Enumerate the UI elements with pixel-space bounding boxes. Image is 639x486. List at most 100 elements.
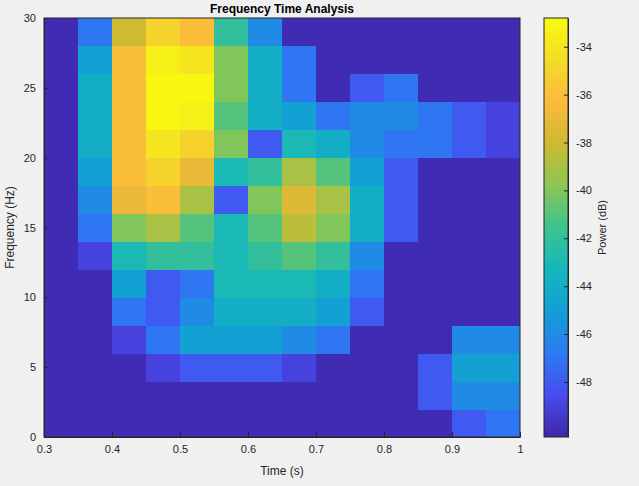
- tick-label: 0.4: [105, 443, 120, 455]
- tick-mark: [180, 432, 181, 437]
- tick-label: 0.7: [309, 443, 324, 455]
- cell: [486, 158, 520, 186]
- cell: [486, 186, 520, 214]
- cell: [384, 130, 419, 158]
- cell: [180, 297, 215, 325]
- cell: [78, 353, 113, 381]
- tick-mark: [452, 432, 453, 437]
- cell: [384, 241, 419, 269]
- cell: [112, 18, 147, 46]
- cell: [282, 325, 317, 353]
- tick: 5: [30, 361, 49, 373]
- cell: [248, 241, 283, 269]
- cell: [214, 297, 249, 325]
- tick-label: 0.3: [37, 443, 52, 455]
- cell: [214, 130, 249, 158]
- cell: [282, 353, 317, 381]
- cell: [44, 381, 79, 409]
- cell: [44, 46, 79, 74]
- cell: [180, 46, 215, 74]
- tick-mark: [316, 432, 317, 437]
- cell: [452, 381, 487, 409]
- cell: [350, 18, 385, 46]
- cell: [282, 74, 317, 102]
- cell: [78, 74, 113, 102]
- tick-label: -46: [576, 328, 592, 340]
- colorbar: [544, 18, 568, 437]
- cell: [78, 214, 113, 242]
- cell: [282, 18, 317, 46]
- cell: [282, 409, 317, 437]
- tick: 0.9: [445, 432, 460, 455]
- cell: [180, 409, 215, 437]
- tick-mark: [564, 382, 568, 383]
- tick-label: 0: [30, 431, 36, 443]
- cell: [146, 353, 181, 381]
- cell: [350, 186, 385, 214]
- cell: [384, 18, 419, 46]
- cell: [248, 158, 283, 186]
- cell: [180, 74, 215, 102]
- cell: [418, 297, 453, 325]
- cell: [112, 381, 147, 409]
- cell: [282, 297, 317, 325]
- tick-mark: [44, 158, 49, 159]
- cell: [316, 158, 351, 186]
- plot-area: [44, 18, 520, 437]
- cell: [486, 409, 520, 437]
- cell: [44, 241, 79, 269]
- cell: [78, 409, 113, 437]
- cell: [248, 269, 283, 297]
- cell: [112, 353, 147, 381]
- cell: [418, 381, 453, 409]
- cell: [180, 241, 215, 269]
- cell: [418, 130, 453, 158]
- tick-mark: [564, 47, 568, 48]
- tick-mark: [44, 88, 49, 89]
- cell: [452, 353, 487, 381]
- cell: [350, 74, 385, 102]
- cell: [180, 102, 215, 130]
- cell: [486, 18, 520, 46]
- cell: [350, 158, 385, 186]
- cell: [350, 269, 385, 297]
- tick-label: 25: [24, 82, 36, 94]
- cell: [316, 269, 351, 297]
- y-axis-title: Frequency (Hz): [3, 186, 17, 269]
- cell: [418, 214, 453, 242]
- cell: [350, 130, 385, 158]
- tick-label: 10: [24, 291, 36, 303]
- cell: [316, 353, 351, 381]
- cell: [112, 214, 147, 242]
- tick: 0.5: [173, 432, 188, 455]
- cell: [282, 158, 317, 186]
- cell: [180, 158, 215, 186]
- cell: [316, 186, 351, 214]
- cell: [78, 102, 113, 130]
- tick: 15: [24, 222, 49, 234]
- cell: [384, 353, 419, 381]
- cell: [316, 74, 351, 102]
- cell: [248, 409, 283, 437]
- cell: [44, 269, 79, 297]
- tick-label: 15: [24, 222, 36, 234]
- cell: [112, 158, 147, 186]
- cell: [112, 269, 147, 297]
- cell: [112, 241, 147, 269]
- tick: 10: [24, 291, 49, 303]
- cell: [146, 130, 181, 158]
- cell: [384, 158, 419, 186]
- tick-label: 0.5: [173, 443, 188, 455]
- cell: [146, 102, 181, 130]
- cell: [214, 381, 249, 409]
- cell: [452, 186, 487, 214]
- cell: [486, 46, 520, 74]
- cell: [78, 186, 113, 214]
- cell: [44, 353, 79, 381]
- tick-label: 20: [24, 152, 36, 164]
- cell: [44, 130, 79, 158]
- cell: [316, 297, 351, 325]
- tick-label: -40: [576, 184, 592, 196]
- cell: [44, 18, 79, 46]
- cell: [214, 214, 249, 242]
